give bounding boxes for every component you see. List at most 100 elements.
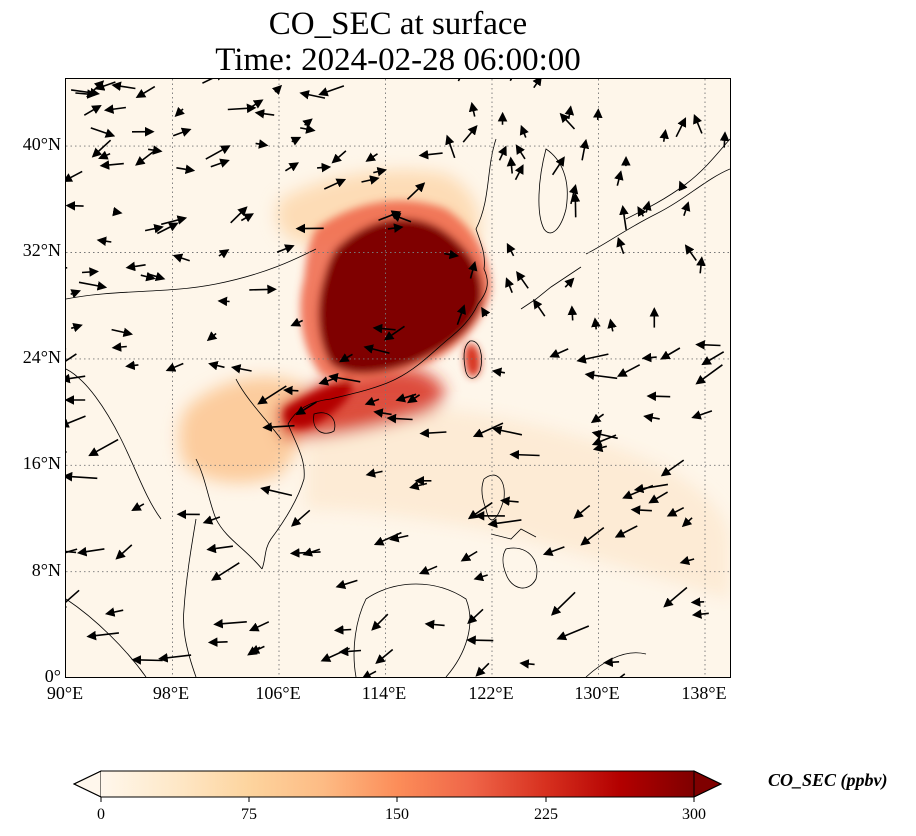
wind-arrow [660, 347, 681, 360]
wind-arrow [678, 180, 688, 192]
wind-arrow [363, 344, 390, 354]
wind-arrow [532, 298, 546, 317]
wind-arrow [691, 410, 713, 420]
colorbar-tick-225: 225 [534, 806, 558, 823]
borneo [353, 583, 471, 677]
plume-indochina-haze [178, 377, 308, 483]
wind-arrow [86, 80, 105, 98]
wind-arrow [251, 99, 264, 109]
wind-arrow [144, 223, 164, 234]
wind-arrow [290, 317, 304, 327]
wind-arrow [695, 364, 723, 385]
wind-arrow [551, 156, 565, 176]
wind-arrow [364, 396, 380, 406]
wind-arrow [361, 670, 377, 677]
wind-arrow [66, 415, 86, 428]
wind-arrow [619, 205, 629, 231]
wind-arrow [318, 85, 345, 97]
wind-arrow [467, 608, 484, 625]
lon-tick-138: 138°E [681, 683, 727, 703]
wind-arrow [131, 502, 145, 511]
colorbar-label: CO_SEC (ppbv) [768, 770, 888, 790]
wind-arrow [419, 428, 447, 438]
wind-arrow [254, 108, 275, 119]
colorbar-ticks [100, 797, 695, 802]
wind-arrow [86, 630, 119, 641]
wind-arrow [532, 79, 542, 89]
lat-tick-16: 16°N [22, 453, 61, 473]
gridlines [66, 79, 730, 677]
lon-tick-114: 114°E [361, 683, 407, 703]
lon-tick-98: 98°E [152, 683, 190, 703]
wind-arrow [386, 413, 413, 424]
wind-arrow [506, 156, 517, 174]
wind-arrow [115, 544, 133, 560]
wind-arrow [335, 579, 358, 589]
wind-arrow [257, 385, 287, 405]
ryukyu-islands [520, 266, 582, 310]
wind-arrow [176, 164, 196, 175]
wind-arrow [103, 104, 127, 114]
wind-arrow [158, 653, 192, 663]
wind-arrow [460, 550, 478, 562]
colorbar-outline [72, 770, 723, 798]
wind-arrow [66, 550, 77, 554]
wind-arrow [462, 125, 478, 143]
wind-arrow [230, 206, 248, 224]
wind-arrow [551, 591, 576, 616]
wind-arrow [240, 213, 254, 223]
wind-arrow [202, 79, 226, 84]
japan-kyushu [585, 168, 730, 255]
wind-arrow [331, 150, 347, 164]
wind-arrow [591, 434, 617, 446]
wind-arrow [633, 483, 669, 494]
colorbar-gradient [101, 771, 694, 797]
colorbar-tick-75: 75 [241, 806, 257, 823]
wind-arrow [202, 515, 221, 525]
wind-arrow [218, 249, 230, 259]
wind-arrow [295, 401, 317, 416]
wind-arrow [681, 201, 691, 217]
sumatra [66, 598, 147, 677]
wind-arrow [542, 546, 565, 556]
wind-arrow [389, 533, 409, 543]
wind-arrow [409, 480, 428, 491]
wind-arrow [616, 364, 641, 377]
wind-arrow [515, 144, 526, 160]
wind-arrow [125, 261, 146, 272]
wind-arrow [616, 236, 626, 255]
wind-arrow [591, 317, 601, 330]
wind-arrow [323, 178, 347, 190]
wind-arrow [591, 429, 618, 440]
wind-arrow [580, 526, 605, 546]
wind-arrow [614, 170, 624, 186]
wind-arrow [468, 261, 478, 279]
wind-arrow [131, 655, 163, 665]
taiwan-coast [463, 340, 482, 379]
wind-arrow [516, 270, 529, 289]
wind-arrow [573, 504, 591, 519]
wind-arrow [70, 322, 83, 333]
plume-guangxi-arm [284, 379, 352, 429]
wind-arrow [249, 621, 270, 632]
wind-arrow [576, 353, 609, 364]
wind-arrow [90, 127, 116, 138]
wind-arrow [467, 502, 493, 520]
wind-arrow [372, 323, 396, 334]
wind-arrow [387, 223, 404, 233]
wind-arrow [206, 543, 234, 554]
lat-tick-40: 40°N [22, 134, 61, 154]
wind-arrow [111, 342, 127, 352]
wind-arrow [328, 373, 361, 383]
wind-arrow [593, 108, 603, 120]
wind-arrow [81, 267, 99, 277]
wind-arrow [255, 139, 269, 149]
wind-arrow [88, 438, 119, 457]
wind-arrow [487, 518, 522, 529]
wind-arrow [646, 391, 671, 402]
wind-arrow [491, 367, 506, 377]
wind-arrow [679, 555, 695, 566]
wind-arrow [98, 150, 111, 160]
plot-title-line2: Time: 2024-02-28 06:00:00 [215, 42, 581, 78]
wind-arrow [135, 149, 156, 166]
